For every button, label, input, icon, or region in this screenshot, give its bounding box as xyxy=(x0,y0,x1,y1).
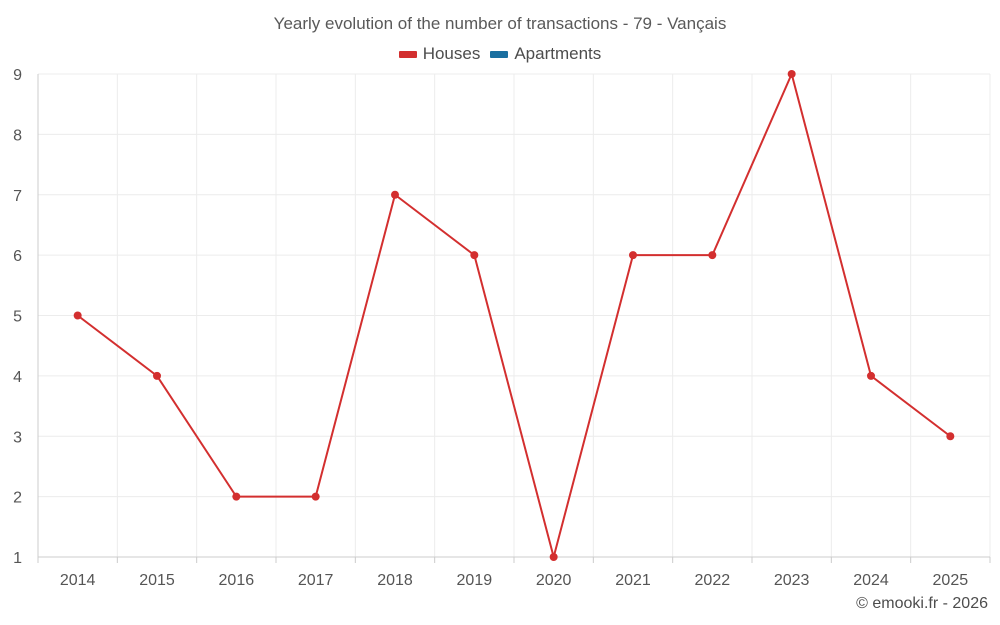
x-tick-label: 2019 xyxy=(457,572,493,589)
x-tick-label: 2016 xyxy=(219,572,255,589)
data-point xyxy=(391,190,399,199)
data-point xyxy=(946,432,955,441)
x-tick-label: 2025 xyxy=(933,572,969,589)
data-point xyxy=(232,492,241,501)
chart-legend: Houses Apartments xyxy=(0,44,1000,64)
data-point xyxy=(629,251,637,260)
data-point xyxy=(311,492,320,501)
x-tick-label: 2018 xyxy=(377,572,413,589)
legend-swatch-houses xyxy=(398,50,417,58)
chart-title: Yearly evolution of the number of transa… xyxy=(273,14,727,33)
data-point xyxy=(73,311,82,320)
legend-label-houses: Houses xyxy=(422,44,481,63)
x-tick-label: 2023 xyxy=(774,572,810,589)
legend-item-apartments[interactable]: Apartments xyxy=(490,44,601,64)
data-point xyxy=(470,251,479,260)
data-point xyxy=(867,371,875,380)
x-tick-label: 2015 xyxy=(139,572,175,589)
data-point xyxy=(708,251,717,260)
legend-item-houses[interactable]: Houses xyxy=(398,44,481,64)
x-tick-label: 2020 xyxy=(536,572,572,589)
x-tick-label: 2022 xyxy=(695,572,731,589)
legend-label-apartments: Apartments xyxy=(514,44,602,63)
y-tick-label: 7 xyxy=(13,188,22,205)
legend-swatch-apartments xyxy=(490,50,509,58)
y-tick-label: 6 xyxy=(13,248,22,265)
data-point xyxy=(153,371,161,380)
y-tick-label: 3 xyxy=(13,429,22,446)
x-tick-label: 2021 xyxy=(615,572,651,589)
y-tick-label: 4 xyxy=(13,369,22,386)
series-line-houses xyxy=(77,73,951,558)
y-tick-label: 2 xyxy=(13,490,22,507)
y-tick-label: 1 xyxy=(13,550,22,567)
x-tick-label: 2014 xyxy=(60,572,96,589)
data-point xyxy=(787,70,796,78)
y-tick-label: 5 xyxy=(13,309,22,326)
x-tick-label: 2017 xyxy=(298,572,334,589)
x-tick-label: 2024 xyxy=(853,572,889,589)
credit-text: © emooki.fr - 2026 xyxy=(856,595,988,612)
y-tick-label: 9 xyxy=(13,67,22,84)
data-point xyxy=(549,553,558,561)
y-tick-label: 8 xyxy=(13,127,22,144)
